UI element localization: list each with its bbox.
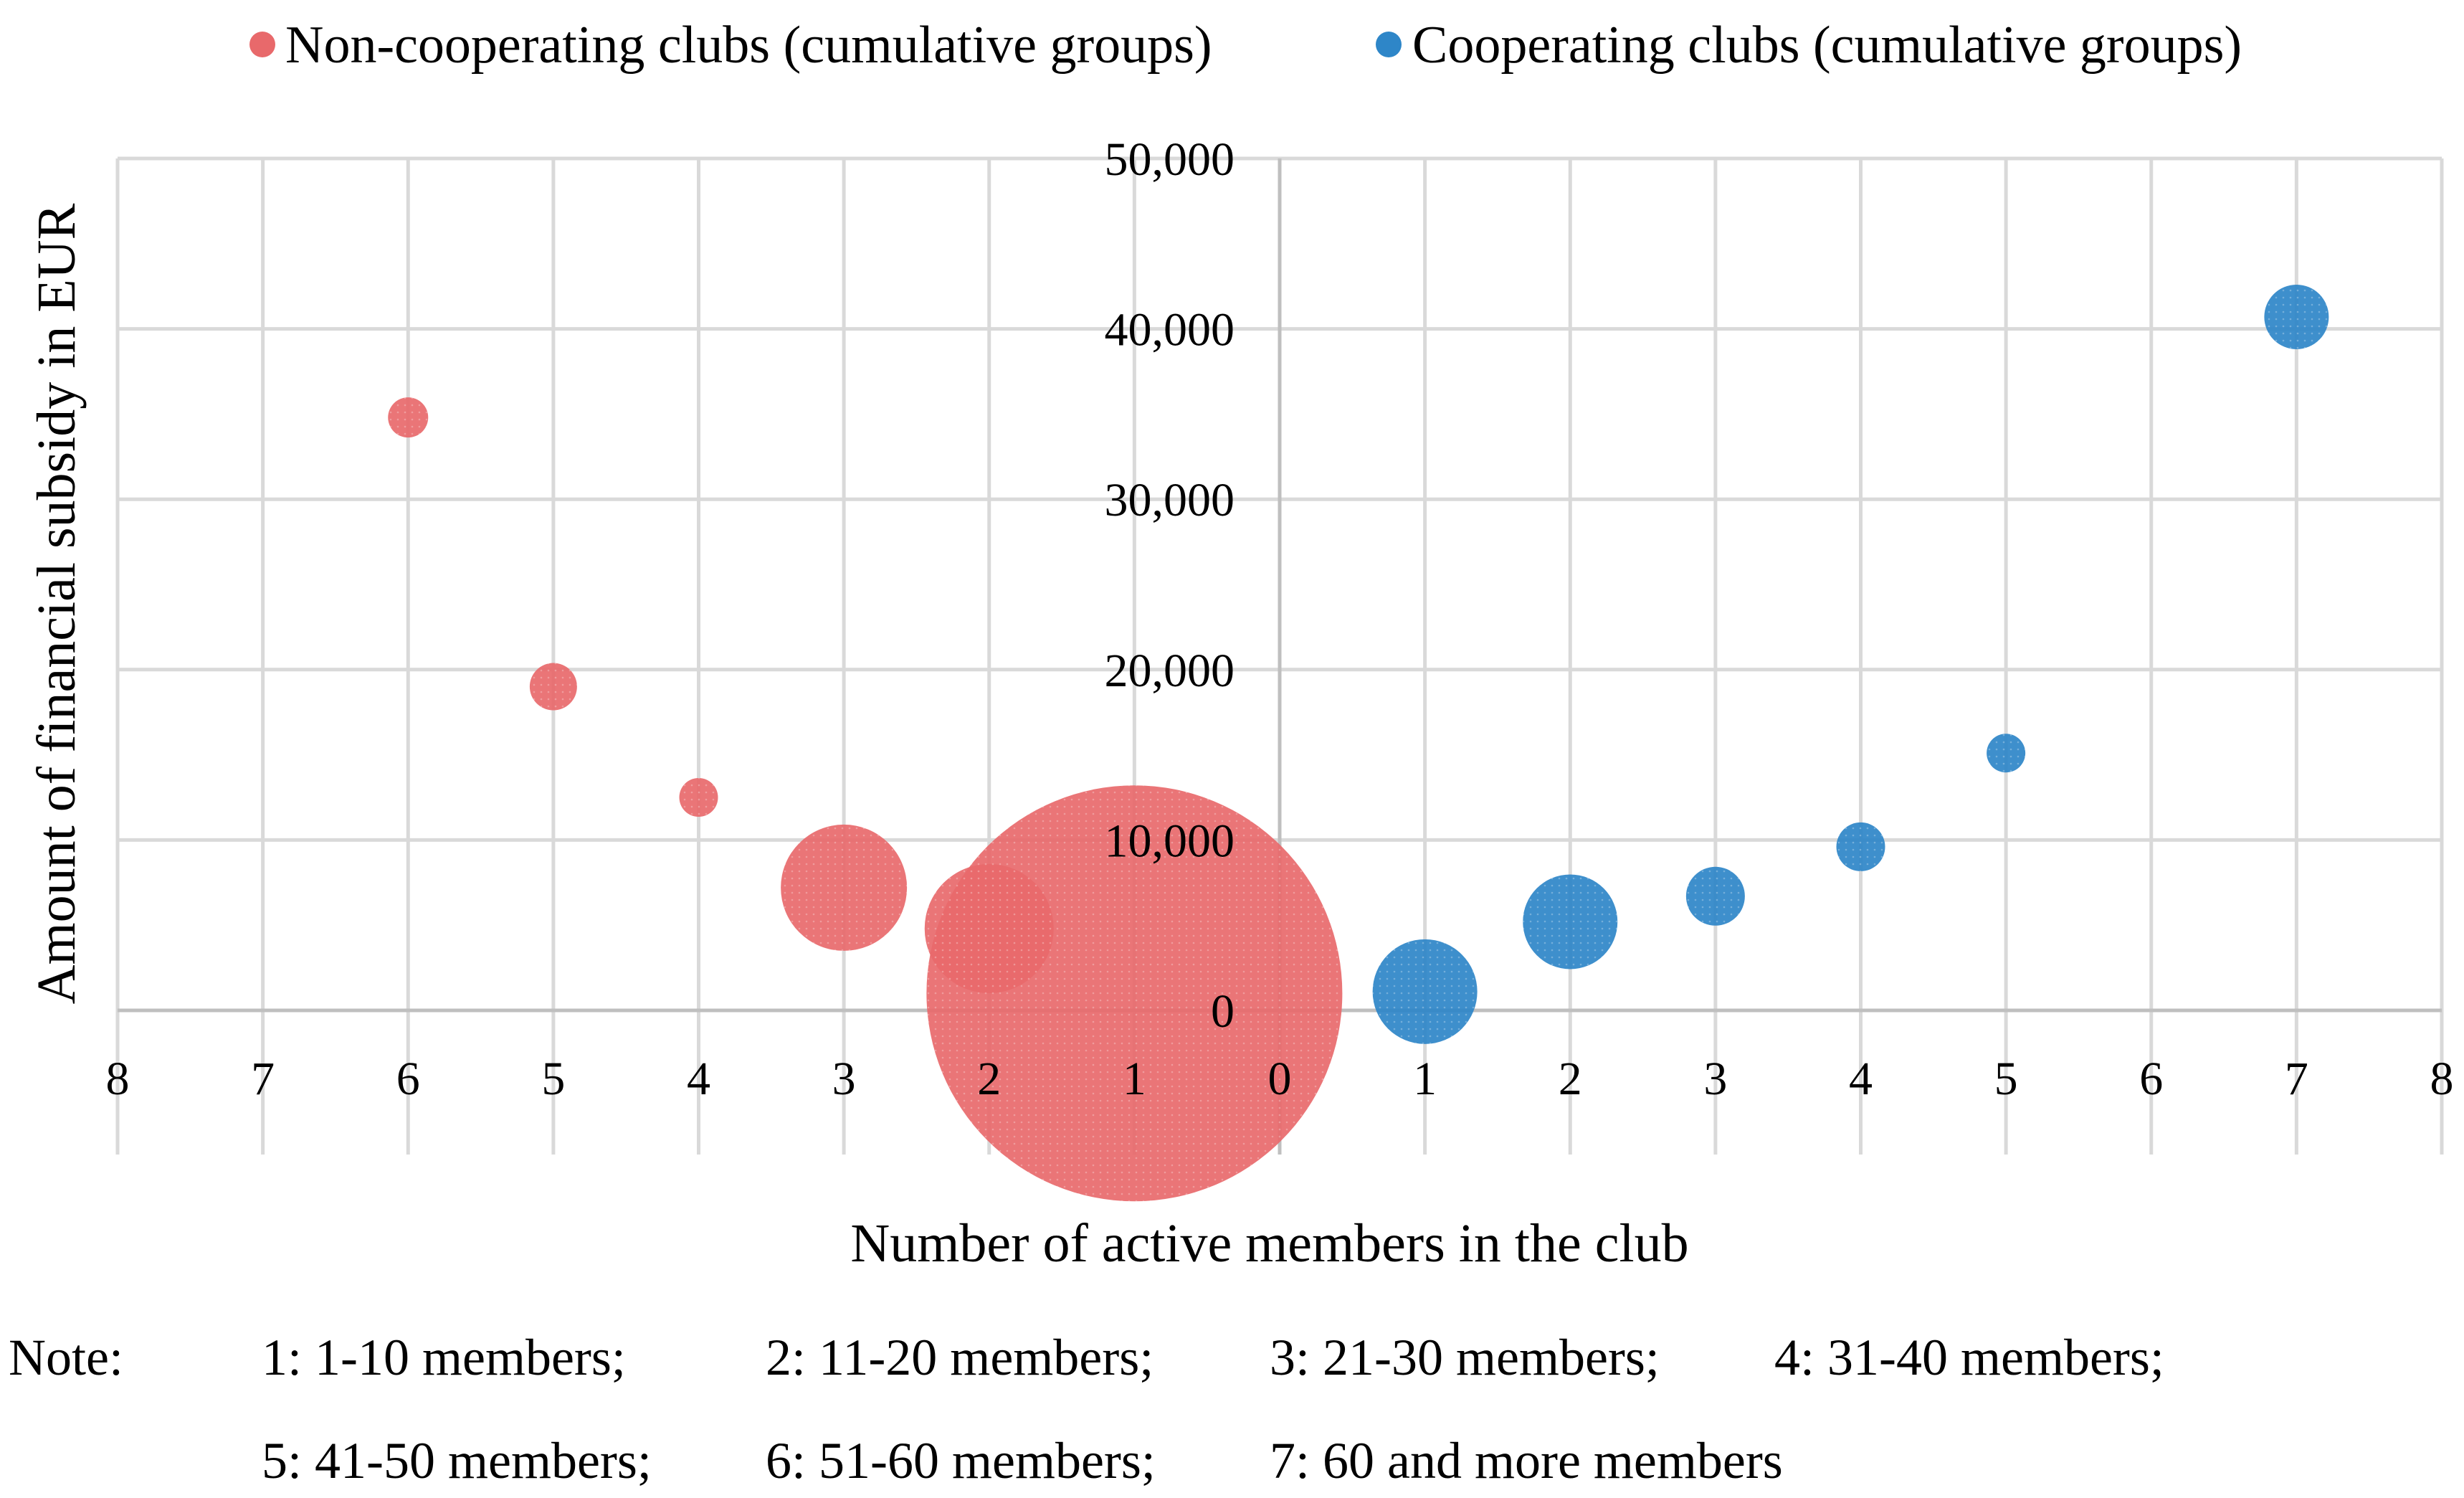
y-tick-label-4: 40,000 xyxy=(1105,304,1235,356)
x-tick-label-4: 4 xyxy=(687,1053,710,1105)
x-tick-label-10: 2 xyxy=(1559,1053,1582,1105)
bubble-non-cooperating-5[interactable] xyxy=(529,663,577,711)
x-tick-label-3: 5 xyxy=(541,1053,565,1105)
bubble-texture-non-cooperating-5 xyxy=(529,663,577,711)
y-axis-title: Amount of financial subsidy in EUR xyxy=(27,203,87,1004)
bubble-cooperating-2[interactable] xyxy=(1523,874,1618,970)
legend-label-cooperating: Cooperating clubs (cumulative groups) xyxy=(1412,16,2242,75)
x-tick-label-6: 2 xyxy=(977,1053,1001,1105)
bubble-cooperating-3[interactable] xyxy=(1685,866,1745,926)
note: Note: 1: 1-10 members; 2: 11-20 members;… xyxy=(9,1329,2164,1489)
bubble-non-cooperating-4[interactable] xyxy=(679,778,718,817)
bubble-texture-non-cooperating-2 xyxy=(924,863,1054,993)
x-axis-title: Number of active members in the club xyxy=(850,1213,1688,1274)
bubble-non-cooperating-3[interactable] xyxy=(781,824,908,951)
x-tick-label-8: 0 xyxy=(1268,1053,1292,1105)
bubble-texture-non-cooperating-4 xyxy=(679,778,718,817)
legend-item-non-cooperating[interactable]: Non-cooperating clubs (cumulative groups… xyxy=(249,16,1212,75)
note-item-7: 7: 60 and more members xyxy=(1270,1432,1783,1489)
note-item-6: 6: 51-60 members; xyxy=(766,1432,1156,1489)
x-tick-label-2: 6 xyxy=(396,1053,420,1105)
bubble-cooperating-4[interactable] xyxy=(1836,822,1885,871)
note-item-5: 5: 41-50 members; xyxy=(262,1432,652,1489)
bubble-texture-cooperating-5 xyxy=(1987,734,2026,773)
x-tick-label-9: 1 xyxy=(1413,1053,1437,1105)
y-tick-label-3: 30,000 xyxy=(1105,474,1235,526)
y-tick-label-5: 50,000 xyxy=(1105,133,1235,186)
bubble-texture-cooperating-4 xyxy=(1836,822,1885,871)
note-item-2: 2: 11-20 members; xyxy=(766,1329,1153,1386)
x-tick-label-0: 8 xyxy=(106,1053,130,1105)
y-axis-ticks: 0 10,000 20,000 30,000 40,000 50,000 xyxy=(1105,133,1235,1038)
note-label: Note: xyxy=(9,1329,123,1386)
bubble-texture-cooperating-1 xyxy=(1372,939,1478,1044)
x-tick-label-1: 7 xyxy=(251,1053,275,1105)
bubble-texture-cooperating-2 xyxy=(1523,874,1618,970)
bubble-texture-non-cooperating-3 xyxy=(781,824,908,951)
note-item-4: 4: 31-40 members; xyxy=(1774,1329,2164,1386)
legend-item-cooperating[interactable]: Cooperating clubs (cumulative groups) xyxy=(1376,16,2242,75)
note-item-1: 1: 1-10 members; xyxy=(262,1329,626,1386)
y-tick-label-0: 0 xyxy=(1211,985,1235,1038)
bubble-non-cooperating-6[interactable] xyxy=(388,397,429,438)
x-tick-label-16: 8 xyxy=(2430,1053,2454,1105)
x-tick-label-7: 1 xyxy=(1123,1053,1146,1105)
legend-label-non-cooperating: Non-cooperating clubs (cumulative groups… xyxy=(285,16,1212,75)
y-tick-label-2: 20,000 xyxy=(1105,645,1235,697)
y-tick-label-1: 10,000 xyxy=(1105,815,1235,867)
x-tick-label-12: 4 xyxy=(1849,1053,1873,1105)
x-tick-label-14: 6 xyxy=(2139,1053,2163,1105)
x-tick-label-11: 3 xyxy=(1703,1053,1727,1105)
x-axis-ticks: 8 7 6 5 4 3 2 1 0 1 2 3 4 5 6 7 8 xyxy=(106,1053,2454,1105)
x-tick-label-15: 7 xyxy=(2285,1053,2308,1105)
bubble-texture-non-cooperating-6 xyxy=(388,397,429,438)
bubble-cooperating-7[interactable] xyxy=(2264,284,2329,349)
x-tick-label-5: 3 xyxy=(832,1053,856,1105)
note-item-3: 3: 21-30 members; xyxy=(1270,1329,1660,1386)
legend-marker-cooperating xyxy=(1376,32,1402,57)
data-bubbles xyxy=(388,284,2329,1202)
legend: Non-cooperating clubs (cumulative groups… xyxy=(249,16,2242,75)
bubble-texture-cooperating-7 xyxy=(2264,284,2329,349)
bubble-non-cooperating-2[interactable] xyxy=(924,863,1054,993)
legend-marker-non-cooperating xyxy=(249,32,275,57)
bubble-texture-cooperating-3 xyxy=(1685,866,1745,926)
x-tick-label-13: 5 xyxy=(1994,1053,2018,1105)
bubble-cooperating-5[interactable] xyxy=(1987,734,2026,773)
bubble-cooperating-1[interactable] xyxy=(1372,939,1478,1044)
